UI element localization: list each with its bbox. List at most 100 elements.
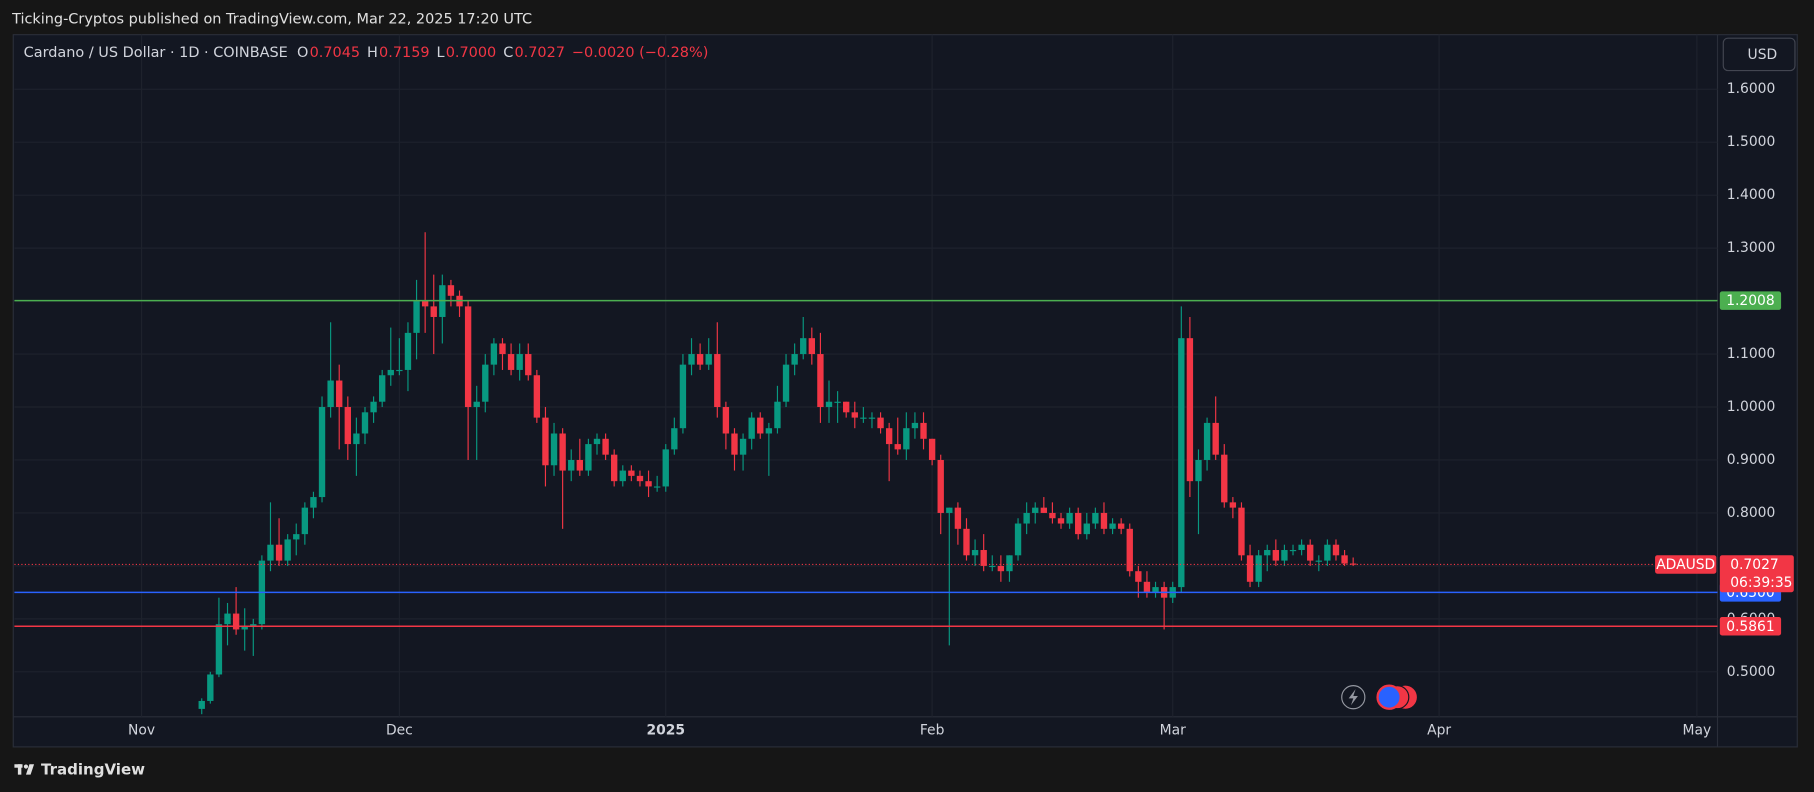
candle-body (1281, 550, 1288, 561)
candle-body (585, 444, 592, 471)
candle-body (379, 375, 386, 402)
candle-body (817, 354, 824, 408)
candle-body (370, 401, 377, 413)
candle-body (1332, 544, 1340, 556)
candle-body (782, 364, 790, 402)
candle-body (447, 285, 455, 296)
candle-body (1057, 518, 1065, 524)
candle-body (843, 401, 850, 413)
candle-body (653, 486, 661, 488)
candle-body (765, 428, 773, 434)
candle-body (722, 407, 730, 434)
candle-body (1040, 507, 1048, 513)
candle-body (232, 613, 240, 630)
candle-body (490, 343, 498, 365)
last-price-label: 0.7027 (1730, 557, 1779, 573)
candle-body (404, 332, 412, 370)
candle-body (318, 407, 326, 498)
candle-body (834, 401, 841, 403)
candle-body (1135, 571, 1142, 582)
countdown-label: 06:39:35 (1730, 575, 1792, 591)
candle-body (1126, 528, 1133, 572)
candle-body (928, 438, 936, 460)
x-tick-label: Mar (1160, 723, 1186, 739)
icon[interactable] (1376, 684, 1402, 710)
event-icons[interactable] (1341, 684, 1417, 710)
ohlc-value: 0.7045 (310, 45, 361, 61)
candle-body (215, 624, 223, 675)
candle-body (696, 354, 704, 365)
candle-body (482, 364, 489, 402)
ohlc-value: 0.7027 (514, 45, 565, 61)
candle-body (1203, 422, 1211, 460)
x-tick-label: 2025 (646, 723, 685, 739)
level-label: 1.2008 (1726, 293, 1775, 309)
chart-panel (12, 34, 1798, 748)
legend: Cardano / US Dollar · 1D · COINBASE O0.70… (24, 45, 709, 61)
candle-body (911, 422, 919, 429)
candle-body (739, 438, 747, 455)
candle-body (1083, 523, 1090, 535)
candle-body (860, 417, 867, 419)
candle-body (851, 412, 858, 418)
logo-shape (23, 764, 29, 769)
candle-body (1066, 512, 1073, 524)
candle-body (920, 422, 927, 439)
candle-body (1246, 555, 1254, 582)
candle-body (894, 444, 901, 450)
candle-body (1315, 560, 1322, 562)
candle-body (533, 375, 541, 418)
candle-body (1195, 459, 1202, 482)
candle-body (714, 354, 721, 408)
candle-body (602, 438, 609, 455)
x-tick-label: Dec (386, 723, 413, 739)
candle-body (705, 354, 712, 365)
candle-body (679, 364, 687, 429)
candle-body (619, 470, 626, 482)
legend-line: Cardano / US Dollar · 1D · COINBASE O0.70… (24, 45, 709, 61)
candle-body (611, 454, 618, 482)
candle-body (825, 401, 833, 408)
candle-body (954, 507, 962, 529)
x-tick-label: Apr (1427, 723, 1451, 739)
currency-label[interactable]: USD (1748, 47, 1778, 63)
candle-body (353, 433, 360, 445)
candle-body (868, 417, 876, 419)
candle-body (310, 497, 317, 508)
candle-body (507, 354, 515, 370)
y-tick-label: 1.1000 (1727, 346, 1776, 362)
candle-body (593, 438, 601, 445)
candle-body (877, 417, 884, 429)
y-tick-label: 1.3000 (1727, 240, 1776, 256)
candle-body (963, 528, 970, 556)
candle-body (791, 354, 798, 365)
plot (14, 232, 1718, 715)
logo-shape (17, 764, 22, 775)
candle-body (628, 470, 635, 476)
candle-body (1075, 512, 1082, 535)
candle-body (473, 401, 480, 408)
candle-body (1349, 563, 1357, 565)
currency-button[interactable] (1722, 37, 1796, 72)
candle-body (421, 301, 429, 307)
symbol-tag (1655, 555, 1717, 574)
candle-body (636, 475, 644, 482)
candle-body (1255, 555, 1262, 582)
candle-body (757, 417, 764, 434)
candle-body (568, 459, 575, 471)
candle-body (327, 380, 334, 408)
candle-body (361, 412, 369, 434)
candle-body (662, 449, 669, 487)
candle-body (1092, 512, 1099, 524)
candle-body (1264, 550, 1271, 556)
axis-labels: 0.50000.60000.70000.80000.90001.00001.10… (128, 81, 1794, 739)
candle-body (293, 534, 300, 540)
y-tick-label: 1.0000 (1727, 399, 1776, 415)
logo-shape (25, 764, 35, 775)
candle-body (1272, 550, 1280, 561)
change-label: −0.0020 (−0.28%) (572, 45, 708, 61)
publish-header: Ticking-Cryptos published on TradingView… (11, 12, 532, 28)
ohlc-key: H (367, 45, 378, 61)
